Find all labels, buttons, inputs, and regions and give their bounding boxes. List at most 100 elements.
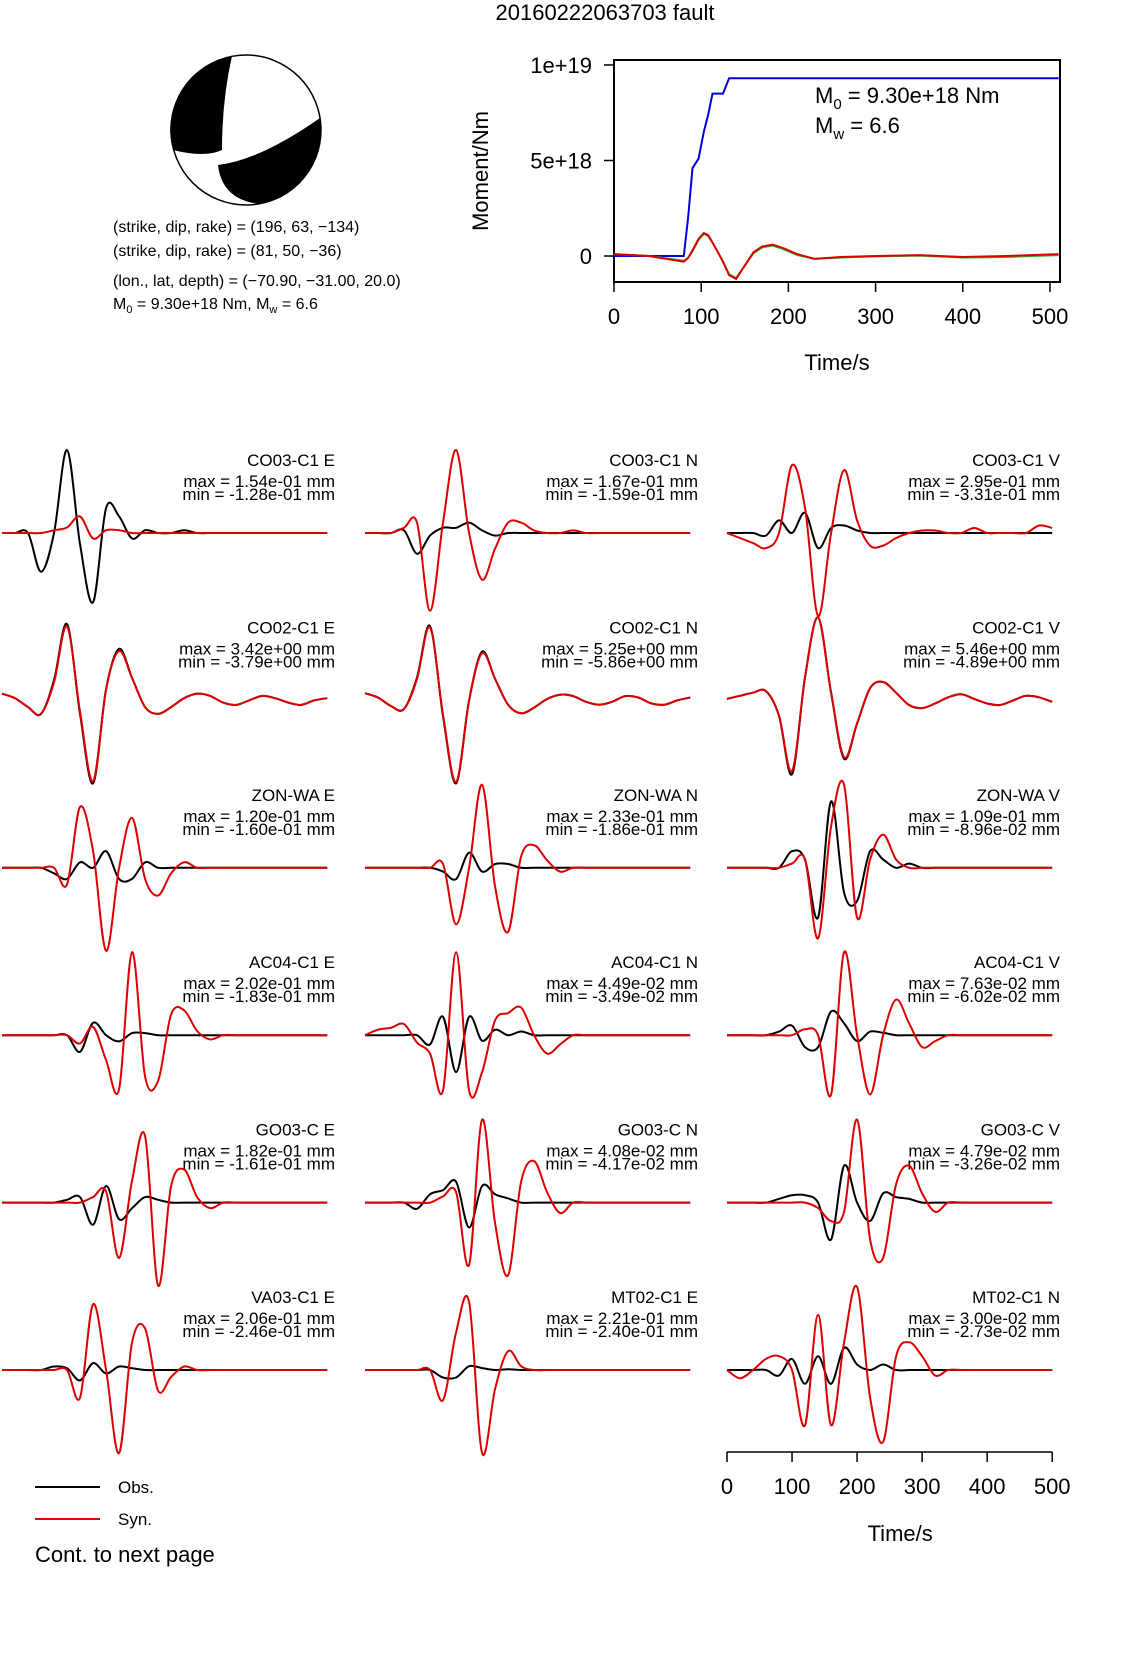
- panel-title: CO03-C1 N: [609, 451, 698, 470]
- moment-line: [613, 231, 1059, 281]
- y-axis-label: Moment/Nm: [468, 111, 493, 231]
- beachball-lobe: [170, 56, 232, 154]
- text: M: [815, 113, 833, 138]
- panel-min: min = -2.73e-02 mm: [907, 1322, 1060, 1341]
- focal-line: (lon., lat, depth) = (−70.90, −31.00, 20…: [113, 273, 401, 290]
- panel-max: max = 1.67e-01 mm: [546, 472, 698, 491]
- synthetic-trace: [364, 1294, 691, 1457]
- panel-max: max = 3.42e+00 mm: [179, 639, 335, 658]
- x-tick-label: 0: [721, 1474, 733, 1499]
- panel-min: min = -8.96e-02 mm: [907, 820, 1060, 839]
- moment-line: M0 = 9.30e+18 Nm, Mw = 6.6: [113, 296, 318, 316]
- panel-min: min = -1.28e-01 mm: [182, 485, 335, 504]
- x-tick-label: 300: [857, 304, 894, 329]
- synthetic-trace: [365, 783, 691, 934]
- observed-trace: [1, 1362, 328, 1382]
- y-tick-label: 5e+18: [530, 148, 592, 173]
- x-tick-label: 200: [839, 1474, 876, 1499]
- x-tick-label: 300: [904, 1474, 941, 1499]
- panel-title: ZON-WA V: [977, 786, 1061, 805]
- synthetic-trace: [364, 951, 691, 1099]
- synthetic-trace: [727, 779, 1053, 940]
- panel-max: max = 2.21e-01 mm: [546, 1309, 698, 1328]
- panel-max: max = 1.20e-01 mm: [183, 807, 335, 826]
- annotation: M0 = 9.30e+18 Nm: [815, 83, 999, 113]
- panel-title: VA03-C1 E: [251, 1288, 335, 1307]
- panel-min: min = -2.40e-01 mm: [545, 1322, 698, 1341]
- x-axis-label: Time/s: [804, 350, 869, 375]
- observed-trace: [364, 1015, 691, 1074]
- x-tick-label: 400: [969, 1474, 1006, 1499]
- synthetic-trace: [365, 448, 691, 612]
- panel-title: CO03-C1 V: [972, 451, 1061, 470]
- legend-label: Syn.: [118, 1510, 152, 1529]
- synthetic-trace: [364, 1118, 691, 1278]
- synthetic-trace: [726, 1284, 1053, 1445]
- text: = 6.6: [277, 296, 318, 313]
- panel-min: min = -1.59e-01 mm: [545, 485, 698, 504]
- subscript: 0: [833, 96, 841, 113]
- panel-min: min = -2.46e-01 mm: [182, 1322, 335, 1341]
- observed-trace: [1, 1184, 328, 1226]
- panel-min: min = -5.86e+00 mm: [541, 652, 698, 671]
- observed-trace: [726, 1009, 1053, 1052]
- panel-max: max = 1.82e-01 mm: [183, 1142, 335, 1161]
- synthetic-trace: [1, 1131, 328, 1287]
- panel-max: max = 5.25e+00 mm: [542, 639, 698, 658]
- panel-min: min = -3.79e+00 mm: [178, 652, 335, 671]
- synthetic-trace: [364, 626, 691, 784]
- panel-min: min = -6.02e-02 mm: [907, 987, 1060, 1006]
- observed-trace: [365, 851, 691, 881]
- panel-title: AC04-C1 E: [249, 953, 335, 972]
- text: = 6.6: [844, 113, 900, 138]
- synthetic-trace: [726, 1118, 1053, 1264]
- panel-min: min = -3.26e-02 mm: [907, 1155, 1060, 1174]
- synthetic-trace: [1, 625, 328, 783]
- panel-max: max = 2.06e-01 mm: [183, 1309, 335, 1328]
- synthetic-trace: [1, 951, 328, 1095]
- panel-title: ZON-WA N: [614, 786, 698, 805]
- synthetic-trace: [1, 1303, 328, 1455]
- panel-max: max = 2.95e-01 mm: [908, 472, 1060, 491]
- panel-title: CO02-C1 E: [247, 618, 335, 637]
- subscript: 0: [126, 304, 132, 316]
- panel-max: max = 4.49e-02 mm: [546, 974, 698, 993]
- observed-trace: [364, 1364, 691, 1380]
- panel-min: min = -1.86e-01 mm: [545, 820, 698, 839]
- subscript: w: [832, 126, 844, 143]
- text: = 9.30e+18 Nm: [842, 83, 1000, 108]
- panel-max: max = 4.08e-02 mm: [546, 1142, 698, 1161]
- focal-line: (strike, dip, rake) = (81, 50, −36): [113, 243, 342, 260]
- observed-trace: [726, 1346, 1053, 1385]
- panel-max: max = 2.02e-01 mm: [183, 974, 335, 993]
- synthetic-trace: [726, 463, 1053, 618]
- y-tick-label: 1e+19: [530, 53, 592, 78]
- panel-title: CO03-C1 E: [247, 451, 335, 470]
- panel-max: max = 5.46e+00 mm: [904, 639, 1060, 658]
- panel-title: CO02-C1 V: [972, 618, 1061, 637]
- panel-min: min = -3.49e-02 mm: [545, 987, 698, 1006]
- panel-title: AC04-C1 V: [974, 953, 1061, 972]
- text: = 9.30e+18 Nm, M: [132, 296, 269, 313]
- synthetic-trace: [2, 805, 328, 952]
- figure-title: 20160222063703 fault: [496, 0, 715, 25]
- annotation: Mw = 6.6: [815, 113, 900, 143]
- beachball-lobe: [218, 118, 322, 204]
- panel-title: GO03-C E: [256, 1121, 335, 1140]
- panel-title: GO03-C V: [981, 1121, 1061, 1140]
- panel-max: max = 4.79e-02 mm: [908, 1142, 1060, 1161]
- panel-title: AC04-C1 N: [611, 953, 698, 972]
- panel-title: MT02-C1 N: [972, 1288, 1060, 1307]
- subscript: w: [268, 304, 277, 316]
- beachball: [170, 54, 322, 206]
- panel-min: min = -1.61e-01 mm: [182, 1155, 335, 1174]
- plot-frame: [613, 59, 1061, 283]
- x-tick-label: 100: [774, 1474, 811, 1499]
- x-tick-label: 100: [683, 304, 720, 329]
- panel-max: max = 7.63e-02 mm: [908, 974, 1060, 993]
- x-tick-label: 0: [608, 304, 620, 329]
- x-tick-label: 200: [770, 304, 807, 329]
- synthetic-trace: [726, 950, 1053, 1098]
- panel-max: max = 1.54e-01 mm: [183, 472, 335, 491]
